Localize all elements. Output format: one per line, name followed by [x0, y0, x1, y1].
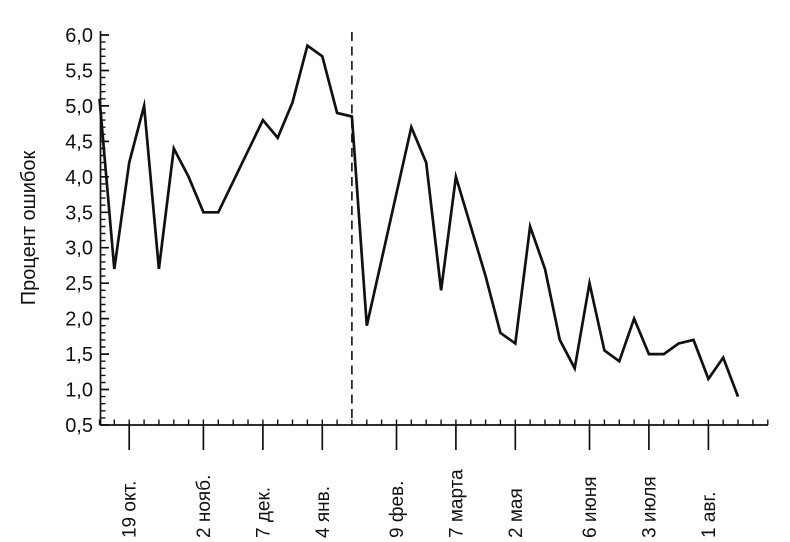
x-tick-label: 6 июня — [580, 477, 601, 539]
series-line — [98, 43, 740, 398]
y-tick-label: 5,0 — [65, 96, 93, 118]
x-tick-label: 3 июля — [639, 476, 660, 538]
y-tick-label: 2,0 — [65, 309, 93, 331]
x-tick-label: 19 окт. — [120, 481, 141, 538]
y-tick-label: 2,5 — [65, 273, 93, 295]
x-tick-label: 4 янв. — [313, 486, 334, 538]
y-major-ticks — [100, 34, 109, 426]
y-axis-title: Процент ошибок — [18, 151, 40, 306]
y-tick-label: 1,0 — [65, 380, 93, 402]
y-tick-labels: 6,0 5,5 5,0 4,5 4,0 3,5 3,0 2,5 2,0 1,5 1,0 0,5 — [65, 25, 93, 437]
x-minor-ticks — [98, 419, 769, 425]
y-minor-ticks — [100, 41, 106, 419]
x-tick-label: 9 фев. — [387, 481, 408, 538]
x-tick-label: 2 мая — [506, 488, 527, 538]
y-tick-label: 4,5 — [65, 131, 93, 153]
y-tick-label: 6,0 — [65, 25, 93, 47]
x-tick-label: 1 авг. — [699, 492, 720, 538]
y-tick-label: 1,5 — [65, 344, 93, 366]
x-tick-labels: 19 окт. 2 нояб. 7 дек. 4 янв. 9 фев. 7 марта 2… — [120, 469, 720, 538]
y-tick-label: 3,5 — [65, 202, 93, 224]
y-tick-label: 0,5 — [65, 415, 93, 437]
y-tick-label: 4,0 — [65, 167, 93, 189]
x-tick-label: 7 дек. — [253, 487, 274, 538]
chart-generated-content: 19 окт. 2 нояб. 7 дек. 4 янв. 9 фев. 7 марта 2… — [65, 25, 769, 538]
y-tick-label: 5,5 — [65, 61, 93, 83]
x-tick-label: 2 нояб. — [194, 475, 215, 538]
y-tick-label: 3,0 — [65, 238, 93, 260]
x-label-ticks — [128, 425, 710, 450]
axes — [99, 31, 768, 426]
x-tick-label: 7 марта — [446, 469, 467, 538]
